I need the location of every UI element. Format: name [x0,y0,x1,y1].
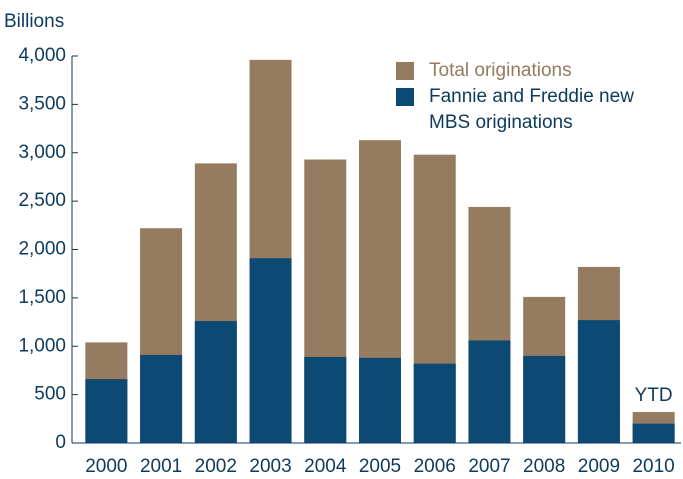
bar [413,363,456,443]
legend-item: Total originations [396,58,683,84]
x-tick-label: 2010 [632,456,674,477]
x-tick-label: 2001 [140,456,182,477]
bar [632,423,675,443]
x-tick-label: 2005 [359,456,401,477]
y-axis-label: Billions [4,11,64,32]
x-tick-label: 2003 [249,456,291,477]
y-tick-label: 500 [34,384,66,405]
legend-swatch [396,88,414,106]
bar [194,321,237,443]
legend-swatch [396,62,414,80]
bar [523,355,566,443]
y-tick-label: 2,500 [18,190,66,211]
legend-label: Total originations [429,60,572,81]
x-tick-label: 2000 [85,456,127,477]
bar [359,357,401,443]
legend-item: Fannie and Freddie new MBS originations [396,84,683,136]
y-tick-label: 1,000 [18,335,66,356]
y-tick-label: 2,000 [18,239,66,260]
bar [304,356,347,443]
y-tick-label: 3,500 [18,93,66,114]
x-tick-label: 2006 [414,456,456,477]
y-tick-label: 3,000 [18,142,66,163]
annotation: YTD [635,385,673,406]
bar [468,340,511,443]
x-tick-label: 2008 [523,456,565,477]
x-tick-label: 2007 [468,456,510,477]
bar [140,354,183,443]
x-tick-label: 2002 [195,456,237,477]
y-tick-label: 4,000 [18,45,66,66]
y-tick-label: 0 [55,432,66,453]
bar [85,379,128,443]
legend-label: Fannie and Freddie new MBS originations [429,86,634,133]
bar [249,258,292,443]
x-tick-label: 2009 [578,456,620,477]
y-tick-label: 1,500 [18,287,66,308]
bar [577,320,620,443]
x-tick-label: 2004 [304,456,347,477]
